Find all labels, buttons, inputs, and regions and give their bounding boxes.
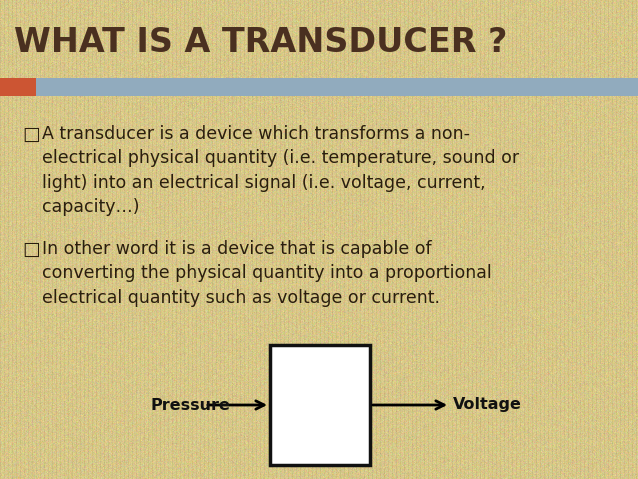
Text: A transducer is a device which transforms a non-
electrical physical quantity (i: A transducer is a device which transform… (42, 125, 519, 216)
Text: WHAT IS A TRANSDUCER ?: WHAT IS A TRANSDUCER ? (14, 25, 507, 58)
Text: Pressure: Pressure (150, 398, 230, 412)
Text: Voltage: Voltage (453, 398, 522, 412)
Bar (0, 78, 36, 96)
Text: In other word it is a device that is capable of
converting the physical quantity: In other word it is a device that is cap… (42, 240, 492, 307)
Text: □: □ (22, 125, 40, 144)
Bar (270, 345, 370, 465)
Bar (36, 78, 638, 96)
Text: □: □ (22, 240, 40, 259)
